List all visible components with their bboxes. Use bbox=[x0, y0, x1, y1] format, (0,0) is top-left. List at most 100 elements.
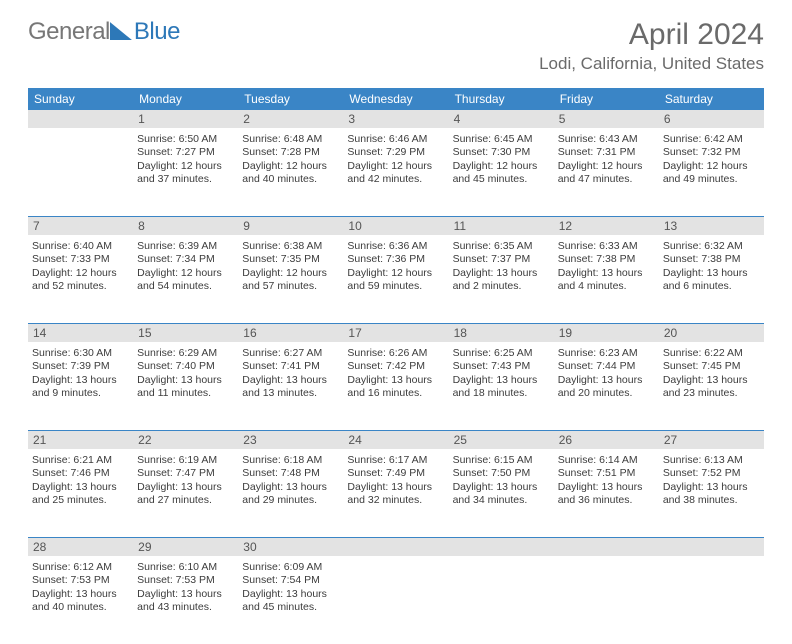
empty-cell bbox=[659, 556, 764, 644]
daynum-blank bbox=[28, 110, 133, 128]
daynum: 14 bbox=[28, 324, 133, 342]
daynum: 25 bbox=[449, 431, 554, 449]
day-cell: Sunrise: 6:21 AMSunset: 7:46 PMDaylight:… bbox=[28, 449, 133, 537]
day-details: Sunrise: 6:39 AMSunset: 7:34 PMDaylight:… bbox=[137, 238, 234, 294]
day-details: Sunrise: 6:29 AMSunset: 7:40 PMDaylight:… bbox=[137, 345, 234, 401]
week-row: Sunrise: 6:21 AMSunset: 7:46 PMDaylight:… bbox=[28, 449, 764, 538]
daynum-row: 78910111213 bbox=[28, 217, 764, 235]
day-details: Sunrise: 6:25 AMSunset: 7:43 PMDaylight:… bbox=[453, 345, 550, 401]
month-title: April 2024 bbox=[539, 18, 764, 52]
day-details: Sunrise: 6:15 AMSunset: 7:50 PMDaylight:… bbox=[453, 452, 550, 508]
day-details: Sunrise: 6:27 AMSunset: 7:41 PMDaylight:… bbox=[242, 345, 339, 401]
day-details: Sunrise: 6:23 AMSunset: 7:44 PMDaylight:… bbox=[558, 345, 655, 401]
daynum: 29 bbox=[133, 538, 238, 556]
empty-cell bbox=[449, 556, 554, 644]
day-details: Sunrise: 6:22 AMSunset: 7:45 PMDaylight:… bbox=[663, 345, 760, 401]
day-cell: Sunrise: 6:43 AMSunset: 7:31 PMDaylight:… bbox=[554, 128, 659, 216]
day-cell: Sunrise: 6:15 AMSunset: 7:50 PMDaylight:… bbox=[449, 449, 554, 537]
day-cell: Sunrise: 6:09 AMSunset: 7:54 PMDaylight:… bbox=[238, 556, 343, 644]
day-details: Sunrise: 6:42 AMSunset: 7:32 PMDaylight:… bbox=[663, 131, 760, 187]
day-details: Sunrise: 6:46 AMSunset: 7:29 PMDaylight:… bbox=[347, 131, 444, 187]
day-details: Sunrise: 6:38 AMSunset: 7:35 PMDaylight:… bbox=[242, 238, 339, 294]
daynum: 30 bbox=[238, 538, 343, 556]
daynum: 19 bbox=[554, 324, 659, 342]
daynum-blank bbox=[659, 538, 764, 556]
empty-cell bbox=[28, 128, 133, 216]
week-row: Sunrise: 6:50 AMSunset: 7:27 PMDaylight:… bbox=[28, 128, 764, 217]
week-row: Sunrise: 6:12 AMSunset: 7:53 PMDaylight:… bbox=[28, 556, 764, 644]
daynum: 20 bbox=[659, 324, 764, 342]
location-subtitle: Lodi, California, United States bbox=[539, 54, 764, 74]
day-details: Sunrise: 6:45 AMSunset: 7:30 PMDaylight:… bbox=[453, 131, 550, 187]
day-cell: Sunrise: 6:33 AMSunset: 7:38 PMDaylight:… bbox=[554, 235, 659, 323]
day-cell: Sunrise: 6:25 AMSunset: 7:43 PMDaylight:… bbox=[449, 342, 554, 430]
dow-header: Monday bbox=[133, 88, 238, 110]
daynum: 17 bbox=[343, 324, 448, 342]
day-cell: Sunrise: 6:45 AMSunset: 7:30 PMDaylight:… bbox=[449, 128, 554, 216]
day-details: Sunrise: 6:19 AMSunset: 7:47 PMDaylight:… bbox=[137, 452, 234, 508]
day-details: Sunrise: 6:30 AMSunset: 7:39 PMDaylight:… bbox=[32, 345, 129, 401]
day-cell: Sunrise: 6:35 AMSunset: 7:37 PMDaylight:… bbox=[449, 235, 554, 323]
calendar-grid: SundayMondayTuesdayWednesdayThursdayFrid… bbox=[28, 88, 764, 644]
day-cell: Sunrise: 6:23 AMSunset: 7:44 PMDaylight:… bbox=[554, 342, 659, 430]
daynum-row: 21222324252627 bbox=[28, 431, 764, 449]
day-cell: Sunrise: 6:10 AMSunset: 7:53 PMDaylight:… bbox=[133, 556, 238, 644]
daynum: 10 bbox=[343, 217, 448, 235]
day-cell: Sunrise: 6:13 AMSunset: 7:52 PMDaylight:… bbox=[659, 449, 764, 537]
day-details: Sunrise: 6:40 AMSunset: 7:33 PMDaylight:… bbox=[32, 238, 129, 294]
day-details: Sunrise: 6:35 AMSunset: 7:37 PMDaylight:… bbox=[453, 238, 550, 294]
brand-word-2: Blue bbox=[134, 18, 180, 46]
daynum: 21 bbox=[28, 431, 133, 449]
daynum: 1 bbox=[133, 110, 238, 128]
daynum: 9 bbox=[238, 217, 343, 235]
day-cell: Sunrise: 6:32 AMSunset: 7:38 PMDaylight:… bbox=[659, 235, 764, 323]
dow-header: Friday bbox=[554, 88, 659, 110]
daynum: 22 bbox=[133, 431, 238, 449]
daynum: 23 bbox=[238, 431, 343, 449]
day-cell: Sunrise: 6:27 AMSunset: 7:41 PMDaylight:… bbox=[238, 342, 343, 430]
day-details: Sunrise: 6:43 AMSunset: 7:31 PMDaylight:… bbox=[558, 131, 655, 187]
day-cell: Sunrise: 6:30 AMSunset: 7:39 PMDaylight:… bbox=[28, 342, 133, 430]
day-cell: Sunrise: 6:18 AMSunset: 7:48 PMDaylight:… bbox=[238, 449, 343, 537]
daynum-blank bbox=[554, 538, 659, 556]
day-details: Sunrise: 6:26 AMSunset: 7:42 PMDaylight:… bbox=[347, 345, 444, 401]
week-row: Sunrise: 6:30 AMSunset: 7:39 PMDaylight:… bbox=[28, 342, 764, 431]
brand-logo: General Blue bbox=[28, 18, 180, 46]
day-cell: Sunrise: 6:38 AMSunset: 7:35 PMDaylight:… bbox=[238, 235, 343, 323]
daynum: 26 bbox=[554, 431, 659, 449]
day-cell: Sunrise: 6:19 AMSunset: 7:47 PMDaylight:… bbox=[133, 449, 238, 537]
day-cell: Sunrise: 6:48 AMSunset: 7:28 PMDaylight:… bbox=[238, 128, 343, 216]
daynum: 18 bbox=[449, 324, 554, 342]
day-details: Sunrise: 6:48 AMSunset: 7:28 PMDaylight:… bbox=[242, 131, 339, 187]
day-details: Sunrise: 6:36 AMSunset: 7:36 PMDaylight:… bbox=[347, 238, 444, 294]
daynum: 27 bbox=[659, 431, 764, 449]
day-details: Sunrise: 6:32 AMSunset: 7:38 PMDaylight:… bbox=[663, 238, 760, 294]
day-details: Sunrise: 6:17 AMSunset: 7:49 PMDaylight:… bbox=[347, 452, 444, 508]
daynum: 6 bbox=[659, 110, 764, 128]
daynum: 5 bbox=[554, 110, 659, 128]
days-of-week-row: SundayMondayTuesdayWednesdayThursdayFrid… bbox=[28, 88, 764, 110]
daynum-blank bbox=[449, 538, 554, 556]
day-cell: Sunrise: 6:50 AMSunset: 7:27 PMDaylight:… bbox=[133, 128, 238, 216]
day-cell: Sunrise: 6:12 AMSunset: 7:53 PMDaylight:… bbox=[28, 556, 133, 644]
day-details: Sunrise: 6:10 AMSunset: 7:53 PMDaylight:… bbox=[137, 559, 234, 615]
daynum: 4 bbox=[449, 110, 554, 128]
day-cell: Sunrise: 6:22 AMSunset: 7:45 PMDaylight:… bbox=[659, 342, 764, 430]
daynum: 7 bbox=[28, 217, 133, 235]
title-block: April 2024 Lodi, California, United Stat… bbox=[539, 18, 764, 74]
daynum: 11 bbox=[449, 217, 554, 235]
day-details: Sunrise: 6:12 AMSunset: 7:53 PMDaylight:… bbox=[32, 559, 129, 615]
daynum-row: 14151617181920 bbox=[28, 324, 764, 342]
day-cell: Sunrise: 6:26 AMSunset: 7:42 PMDaylight:… bbox=[343, 342, 448, 430]
day-details: Sunrise: 6:14 AMSunset: 7:51 PMDaylight:… bbox=[558, 452, 655, 508]
dow-header: Tuesday bbox=[238, 88, 343, 110]
daynum: 16 bbox=[238, 324, 343, 342]
daynum: 15 bbox=[133, 324, 238, 342]
daynum-row: 282930 bbox=[28, 538, 764, 556]
day-cell: Sunrise: 6:40 AMSunset: 7:33 PMDaylight:… bbox=[28, 235, 133, 323]
daynum: 12 bbox=[554, 217, 659, 235]
daynum: 8 bbox=[133, 217, 238, 235]
day-cell: Sunrise: 6:29 AMSunset: 7:40 PMDaylight:… bbox=[133, 342, 238, 430]
dow-header: Saturday bbox=[659, 88, 764, 110]
dow-header: Wednesday bbox=[343, 88, 448, 110]
